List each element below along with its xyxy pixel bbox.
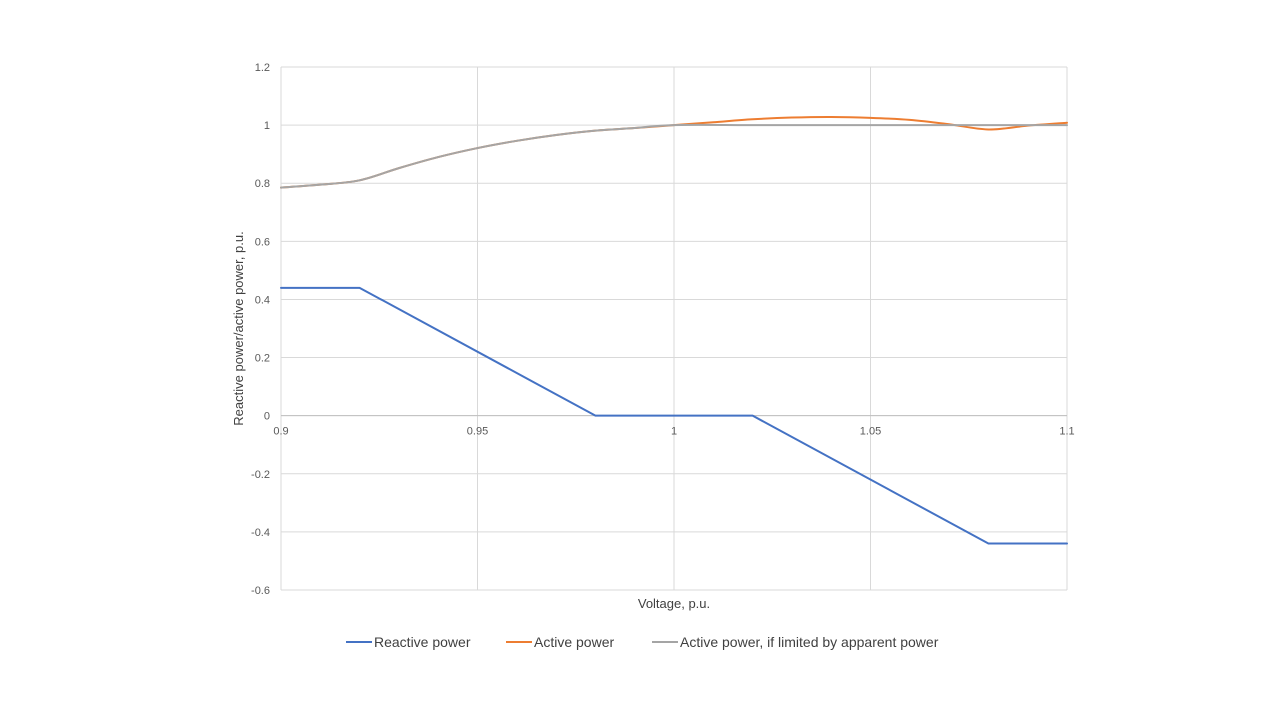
y-tick-label: 1.2	[255, 62, 270, 74]
x-tick-label: 1	[671, 426, 677, 438]
gridlines	[280, 66, 1068, 591]
y-tick-label: 0.4	[255, 294, 270, 306]
series-line-3	[280, 123, 1068, 189]
y-tick-label: 0	[264, 411, 270, 423]
series-line-1	[280, 286, 1068, 545]
x-axis-title: Voltage, p.u.	[638, 596, 710, 611]
y-tick-label: 0.2	[255, 353, 270, 365]
y-tick-label: -0.2	[251, 469, 270, 481]
x-tick-label: 1.05	[860, 426, 881, 438]
y-tick-label: -0.4	[251, 527, 270, 539]
y-axis-title: Reactive power/active power, p.u.	[231, 231, 246, 425]
series-lines	[280, 115, 1068, 545]
legend-label: Active power	[534, 634, 614, 650]
legend: Reactive power Active power Active power, …	[346, 634, 939, 650]
x-tick-label: 1.1	[1059, 426, 1074, 438]
x-tick-label: 0.95	[467, 426, 488, 438]
x-tick-label: 0.9	[273, 426, 288, 438]
y-tick-label: 0.8	[255, 178, 270, 190]
y-tick-label: 1	[264, 120, 270, 132]
tick-labels: 1.2 1 0.8 0.6 0.4 0.2 0 -0.2 -0.4 -0.6 0.9 0.95 1 1.0…	[251, 62, 1075, 597]
legend-label: Reactive power	[374, 634, 471, 650]
legend-label: Active power, if limited by apparent pow…	[680, 634, 939, 650]
y-tick-label: -0.6	[251, 585, 270, 597]
y-tick-label: 0.6	[255, 236, 270, 248]
